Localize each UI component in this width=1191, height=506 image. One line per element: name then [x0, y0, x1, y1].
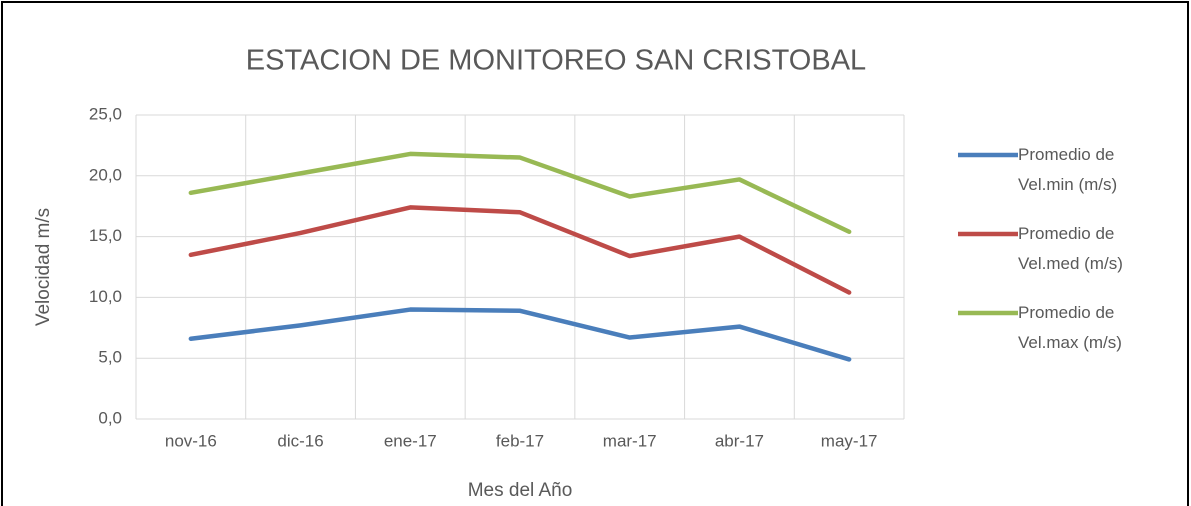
y-tick-label: 5,0 [98, 348, 122, 367]
x-axis-label: Mes del Año [468, 480, 573, 501]
x-tick-label: abr-17 [715, 431, 764, 450]
x-tick-label: may-17 [821, 431, 878, 450]
y-axis-label: Velocidad m/s [33, 208, 54, 326]
y-tick-label: 10,0 [89, 287, 122, 306]
legend-label: Promedio de Vel.min (m/s) [1018, 145, 1118, 194]
chart-title: ESTACION DE MONITOREO SAN CRISTOBAL [246, 45, 866, 77]
y-tick-label: 25,0 [89, 104, 122, 123]
x-tick-label: dic-16 [277, 431, 323, 450]
data-line [188, 307, 852, 362]
legend-label: Promedio de Vel.med (m/s) [1018, 224, 1123, 273]
x-tick-label: mar-17 [603, 431, 657, 450]
x-tick-label: nov-16 [165, 431, 217, 450]
y-tick-label: 15,0 [89, 226, 122, 245]
y-tick-label: 20,0 [89, 165, 122, 184]
y-tick-label: 0,0 [98, 408, 122, 427]
data-line [188, 205, 852, 295]
data-line [188, 151, 852, 234]
x-tick-label: ene-17 [384, 431, 437, 450]
x-tick-label: feb-17 [496, 431, 544, 450]
legend-label: Promedio de Vel.max (m/s) [1018, 303, 1122, 352]
